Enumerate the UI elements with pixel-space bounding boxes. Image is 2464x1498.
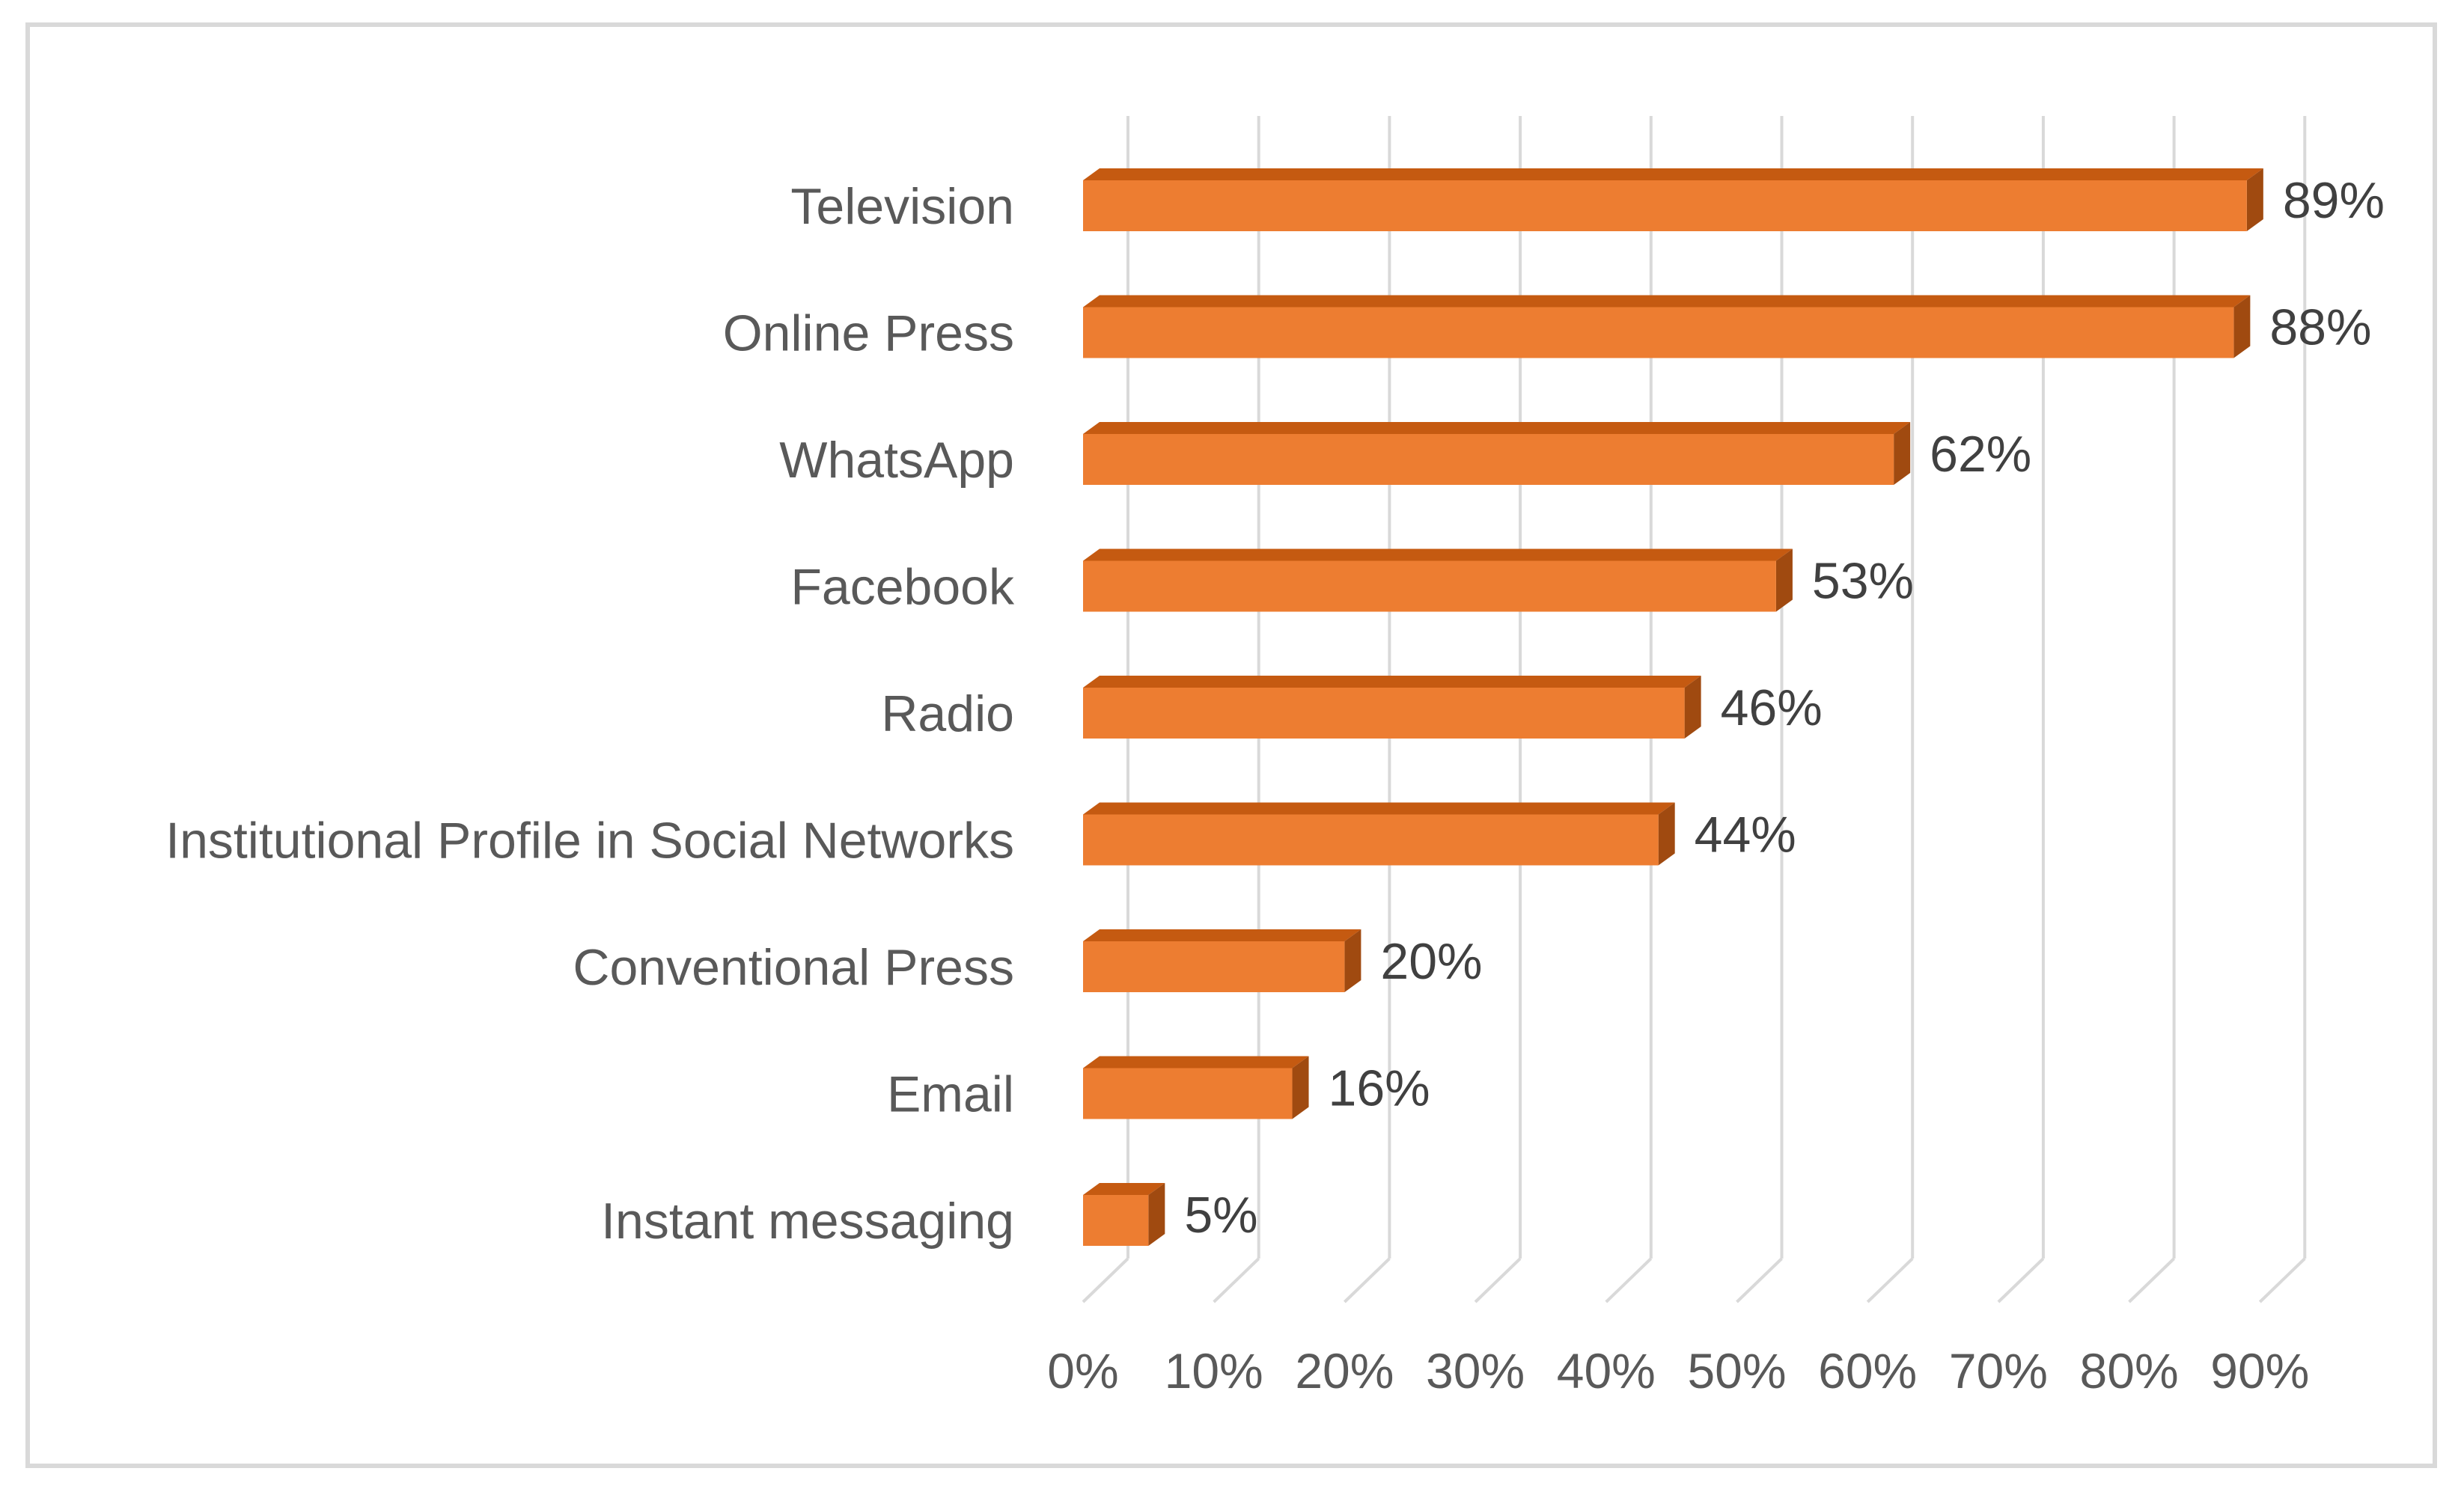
data-label: 53% [1812,553,1914,610]
x-tick-label: 0% [1047,1343,1118,1398]
bar [1083,1183,1165,1246]
bar-front-face [1083,941,1345,992]
category-label: Email [887,1066,1014,1123]
bar [1083,1056,1309,1119]
bars [1083,168,2263,1246]
x-tick-label: 60% [1818,1343,1917,1398]
x-tick-label: 90% [2210,1343,2309,1398]
floor-gridline [2128,1257,2175,1303]
data-label: 88% [2269,299,2371,356]
data-label: 46% [1721,679,1823,736]
data-label: 16% [1329,1060,1430,1117]
floor-gridline [1344,1257,1391,1303]
bar-front-face [1083,307,2234,358]
x-tick-label: 70% [1949,1343,2048,1398]
bar-side-face [2246,168,2263,231]
bar-top-face [1083,676,1701,688]
bar-front-face [1083,688,1685,739]
floor-gridline [1474,1257,1522,1303]
category-label: Conventional Press [573,939,1014,996]
bar-top-face [1083,548,1793,561]
data-labels: 89% 88% 62% 53% 46% 44% 20% 16% 5% [1184,172,2385,1244]
category-label: Television [790,178,1014,235]
bar-top-face [1083,168,2263,180]
bar-front-face [1083,180,2247,231]
x-tick-label: 30% [1426,1343,1525,1398]
bar-top-face [1083,422,1911,434]
category-label: Institutional Profile in Social Networks [165,813,1014,869]
category-label: WhatsApp [779,432,1014,489]
bar-front-face [1083,1195,1149,1246]
x-tick-label: 10% [1165,1343,1263,1398]
chart-frame [25,22,2437,1468]
category-labels: Television Online Press WhatsApp Facebook Ra… [165,178,1015,1250]
bar [1083,802,1675,866]
x-axis-tick-labels: 0% 10% 20% 30% 40% 50% 60% 70% 80% 90% [1047,1343,2309,1398]
category-label: Radio [881,685,1014,742]
data-label: 20% [1380,933,1482,990]
bar [1083,548,1793,612]
bar-top-face [1083,295,2251,308]
bar-side-face [2233,295,2251,358]
bar-top-face [1083,1183,1165,1195]
floor-gridline [1213,1257,1260,1303]
floor-gridline [2258,1257,2306,1303]
category-label: Online Press [723,305,1014,362]
bar-side-face [1292,1056,1309,1119]
bar [1083,929,1361,992]
bar [1083,422,1911,485]
bar-front-face [1083,814,1659,866]
bar-side-face [1344,929,1361,992]
bar-front-face [1083,434,1894,485]
x-tick-label: 80% [2080,1343,2179,1398]
floor-gridline [1997,1257,2045,1303]
bar-side-face [1658,802,1675,866]
bar [1083,676,1701,739]
bar-top-face [1083,802,1675,815]
floor-gridline [1736,1257,1783,1303]
category-label: Facebook [790,559,1015,616]
floor-gridline [1605,1257,1653,1303]
data-label: 44% [1695,807,1796,863]
bar [1083,168,2263,231]
data-label: 62% [1930,426,2031,483]
x-tick-label: 40% [1557,1343,1656,1398]
bar-top-face [1083,1056,1309,1069]
floor-gridline [1082,1257,1129,1303]
category-label: Instant messaging [601,1193,1014,1250]
bar-front-face [1083,1068,1293,1119]
bar-side-face [1894,422,1911,485]
bar-side-face [1684,676,1701,739]
bar-top-face [1083,929,1361,941]
data-label: 5% [1184,1187,1257,1244]
x-tick-label: 20% [1295,1343,1394,1398]
data-label: 89% [2283,172,2385,229]
bar [1083,295,2251,358]
x-tick-label: 50% [1687,1343,1786,1398]
floor-gridline [1866,1257,1914,1303]
bar-side-face [1148,1183,1165,1246]
bar-side-face [1775,548,1793,612]
bar-front-face [1083,560,1776,612]
